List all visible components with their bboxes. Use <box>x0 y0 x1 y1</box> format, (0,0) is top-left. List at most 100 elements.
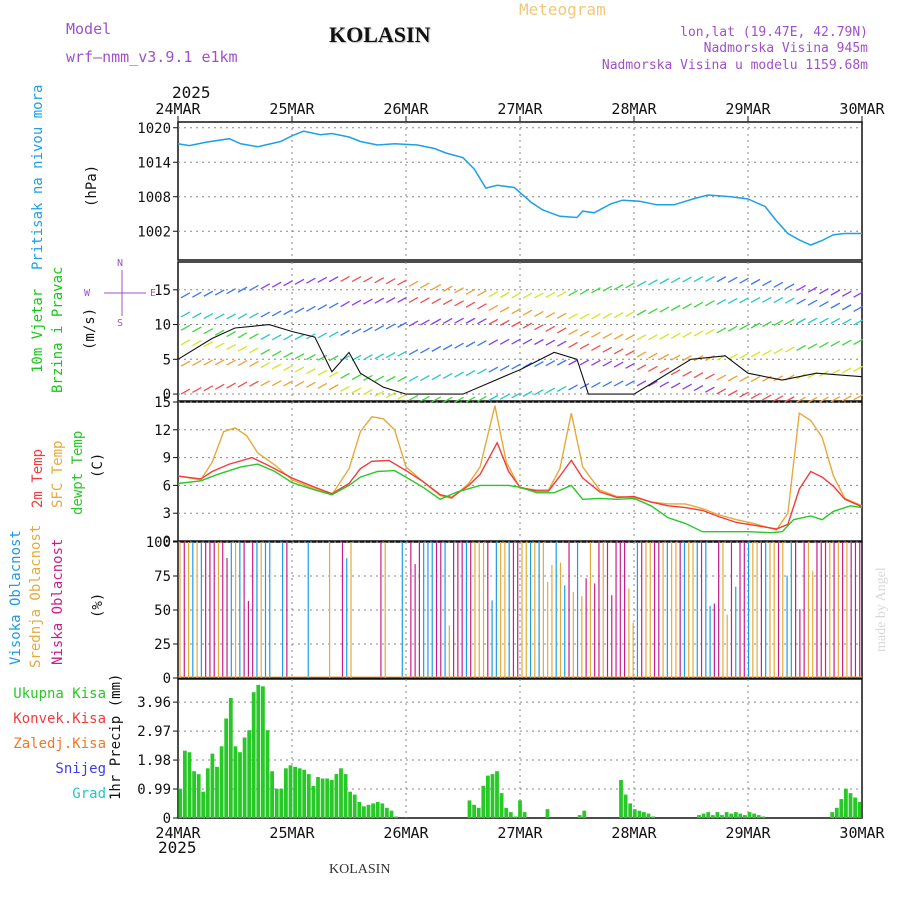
precip-bar <box>834 807 839 818</box>
wind-barb <box>819 288 829 295</box>
wind-barb <box>830 396 841 403</box>
wind-barb <box>317 354 328 361</box>
wind-barb <box>340 372 350 379</box>
wind-barb <box>841 339 852 346</box>
precip-bar <box>242 737 247 818</box>
x-tick-label-bottom: 29MAR <box>725 824 771 842</box>
wind-barb <box>739 324 749 331</box>
precip-bar <box>178 788 183 818</box>
wind-barb <box>420 297 430 304</box>
wind-barb <box>568 313 578 320</box>
pressure-series-line <box>177 130 862 246</box>
wind-barb <box>613 348 624 355</box>
wind-barb <box>534 310 544 318</box>
wind-barb <box>670 332 681 339</box>
precip-tick-label: 3.96 <box>137 695 171 711</box>
wind-barb <box>784 396 795 403</box>
wind-barb <box>750 296 761 303</box>
precip-bar <box>490 774 495 818</box>
pressure-frame <box>177 121 863 261</box>
precip-bar <box>761 816 766 818</box>
wind-barb <box>488 318 499 325</box>
model-elevation-label: Nadmorska Visina u modelu 1159.68m <box>601 58 868 73</box>
precip-bar <box>210 753 215 818</box>
wind-barb <box>214 313 225 320</box>
precip-bar <box>385 807 389 818</box>
precip-bar <box>270 771 274 818</box>
wind-barb <box>237 381 248 388</box>
wind-barb <box>682 370 692 377</box>
wind-barb <box>625 310 635 318</box>
precip-bar <box>251 692 256 818</box>
wind-barb <box>408 394 419 401</box>
wind-barb <box>819 396 829 403</box>
wind-barb <box>545 387 556 394</box>
precip-bar <box>339 768 343 818</box>
wind-barb <box>454 342 464 349</box>
wind-barb <box>853 291 863 298</box>
wind-barb <box>682 383 692 390</box>
wind-barb <box>762 320 772 328</box>
wind-barb <box>511 392 521 399</box>
wind-barb <box>340 275 350 283</box>
wind-barb <box>522 322 533 329</box>
precip-bar <box>247 730 252 818</box>
wind-barb <box>727 297 738 305</box>
wind-barb <box>214 383 225 390</box>
wind-barb <box>226 382 236 389</box>
wind-barb <box>226 288 236 295</box>
wind-barb <box>534 292 544 299</box>
wind-barb <box>249 333 259 340</box>
x-tick-label-top: 24MAR <box>155 100 201 118</box>
wind-barb <box>750 322 761 329</box>
precip-bar <box>513 816 518 818</box>
wind-barb <box>545 339 556 346</box>
wind-barb <box>568 359 578 366</box>
wind-barb <box>499 291 510 299</box>
wind-barb <box>351 373 362 381</box>
wind-barb <box>739 352 749 359</box>
wind-barb <box>705 300 715 307</box>
wind-barb <box>625 349 635 356</box>
legend-total-rain: Ukupna Kisa <box>13 686 106 702</box>
wind-barb <box>192 340 202 347</box>
wind-barb <box>807 286 818 293</box>
precip-bar <box>394 816 398 818</box>
wind-barb <box>648 352 658 359</box>
wind-barb <box>613 380 624 387</box>
legend-grad: Grad <box>72 786 106 802</box>
precip-bar <box>637 810 642 818</box>
temperature-tick-label: 6 <box>163 478 171 494</box>
wind-barb <box>659 381 670 388</box>
precip-bar <box>311 785 316 818</box>
precip-bar <box>389 810 394 818</box>
wind-barb <box>853 394 863 401</box>
wind-barb <box>522 338 533 345</box>
wind-barb <box>534 361 544 368</box>
precip-bar <box>545 809 550 818</box>
wind-barb <box>648 365 658 372</box>
wind-barb <box>385 352 396 359</box>
wind-barb <box>294 366 305 373</box>
precip-bar <box>642 812 646 818</box>
wind-barb <box>522 292 533 299</box>
wind-barb <box>328 384 339 391</box>
x-tick-label-top: 28MAR <box>611 100 657 118</box>
wind-barb <box>556 291 567 298</box>
precip-bar <box>238 752 242 818</box>
wind-barb <box>841 367 852 374</box>
wind-barb <box>465 317 476 324</box>
wind-barb <box>602 332 613 339</box>
wind-barb <box>226 331 236 338</box>
wind-barb <box>408 296 419 303</box>
wind-barb <box>511 338 521 345</box>
wind-barb <box>796 344 806 351</box>
precip-bar <box>628 803 633 818</box>
wind-barb <box>454 371 464 378</box>
wind-barb <box>442 317 453 324</box>
wind-barb <box>294 278 305 285</box>
legend-convective-rain: Konvek.Kisa <box>13 711 106 727</box>
wind-barb <box>454 287 464 294</box>
wind-barb <box>249 380 259 387</box>
precip-bar <box>756 815 761 818</box>
